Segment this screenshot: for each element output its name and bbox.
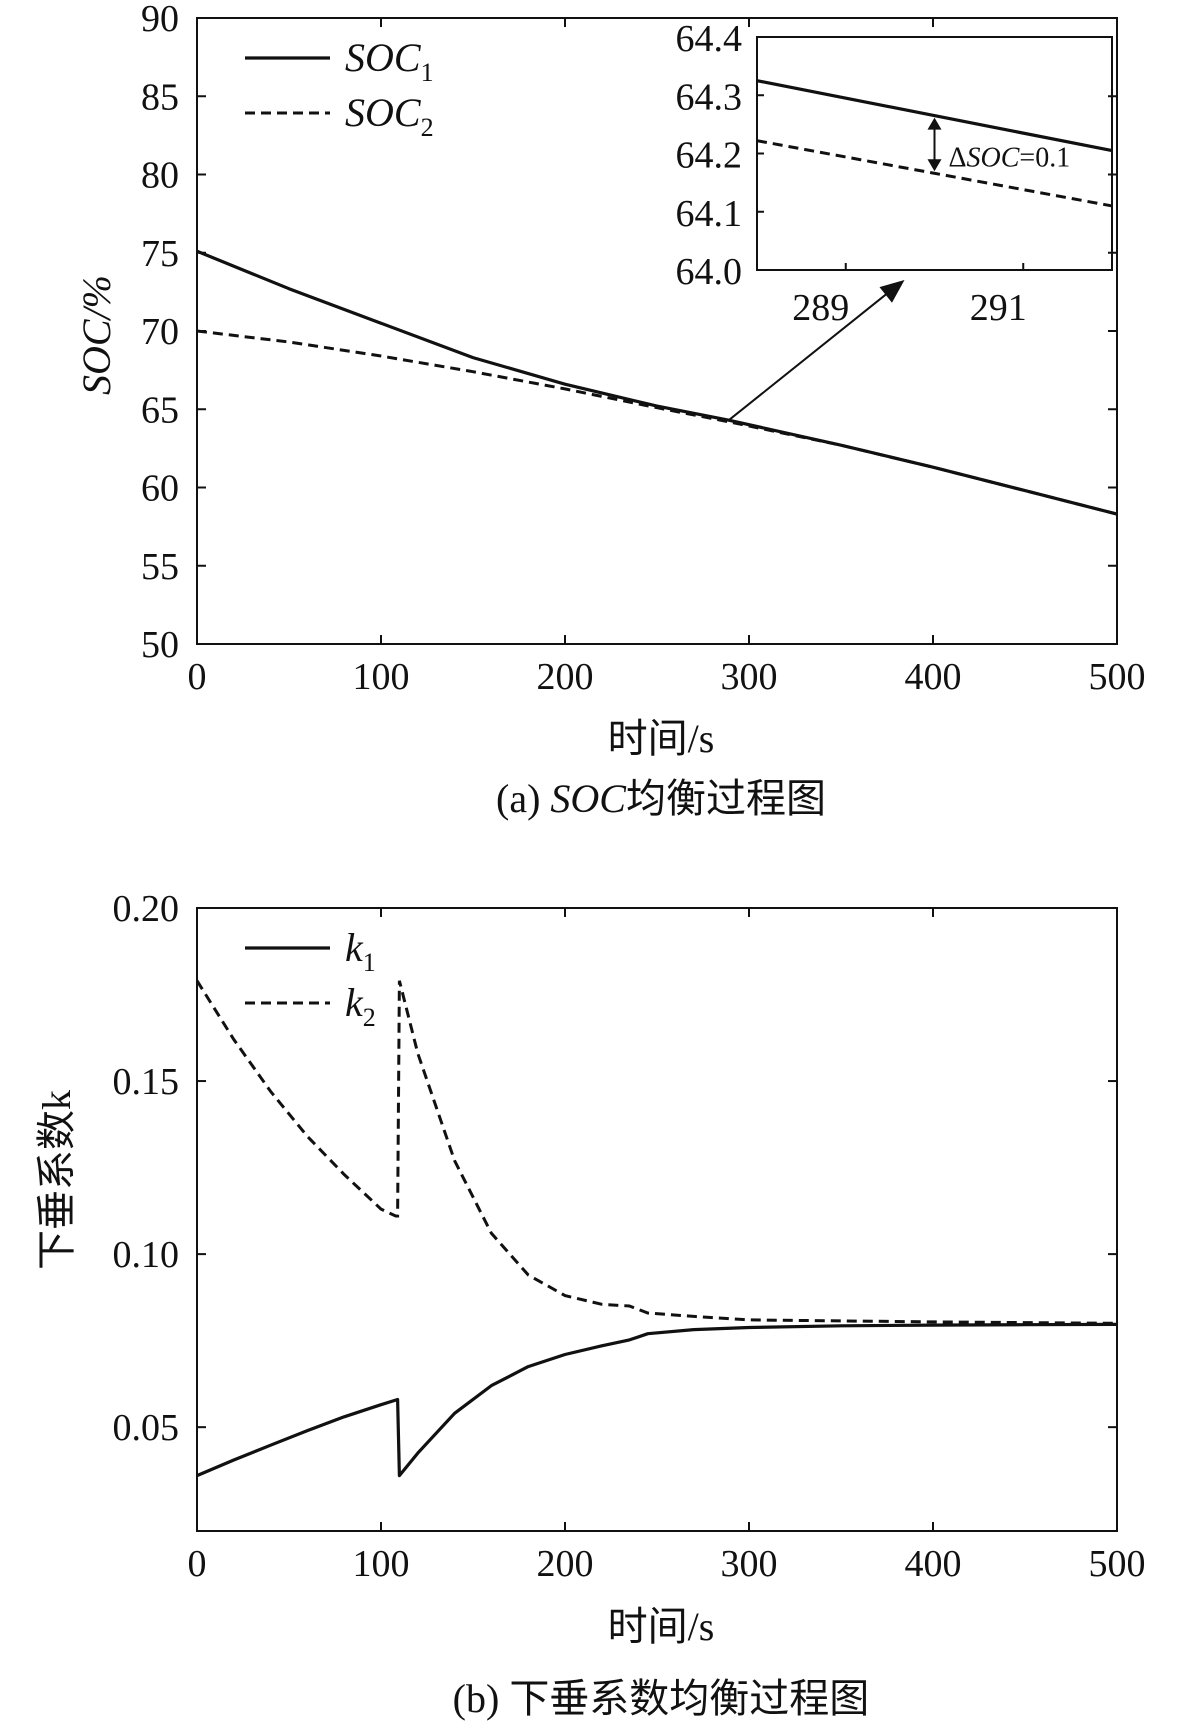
panel-b-caption: (b) 下垂系数均衡过程图 bbox=[453, 1676, 870, 1721]
panel-a-series-soc2-line bbox=[196, 329, 1118, 516]
panel-a-y-tick-label: 60 bbox=[141, 468, 179, 510]
panel-b-x-tick-label: 500 bbox=[1089, 1543, 1146, 1585]
panel-a-x-tick-label: 100 bbox=[353, 656, 410, 698]
panel-a-y-tick-label: 50 bbox=[141, 624, 179, 666]
inset-delta-arrowhead-bottom bbox=[927, 159, 942, 172]
panel-a-y-tick-label: 75 bbox=[141, 233, 179, 275]
inset-y-tick-label: 64.1 bbox=[676, 193, 743, 235]
panel-a-y-tick-label: 90 bbox=[141, 0, 179, 40]
inset-annotation-italic: SOC bbox=[967, 142, 1020, 173]
panel-a-y-axis-title: SOC/% bbox=[74, 275, 119, 395]
panel-b-legend-subscript: 2 bbox=[363, 1003, 376, 1032]
panel-b-x-tick-label: 100 bbox=[353, 1543, 410, 1585]
panel-a-legend-name: SOC bbox=[345, 35, 422, 80]
panel-a-legend-subscript: 2 bbox=[421, 113, 434, 142]
panel-b-x-tick-label: 0 bbox=[188, 1543, 207, 1585]
panel-a-series-soc1-line bbox=[196, 249, 1118, 516]
panel-b-y-tick-label: 0.15 bbox=[113, 1061, 180, 1103]
panel-b-x-tick-label: 300 bbox=[721, 1543, 778, 1585]
panel-a-caption: (a) SOC均衡过程图 bbox=[496, 776, 826, 821]
panel-b-axes-frame bbox=[196, 907, 1118, 1532]
panel-b-series-k1-line bbox=[196, 1322, 1118, 1478]
panel-a-caption-suffix: 均衡过程图 bbox=[626, 776, 826, 821]
inset-x-tick-label: 291 bbox=[970, 287, 1027, 329]
panel-a-y-tick-label: 55 bbox=[141, 546, 179, 588]
panel-a-plot-area: 0 100 200 300 400 500505560657075808590SOC1SO… bbox=[141, 0, 1146, 698]
panel-b-y-tick-label: 0.10 bbox=[113, 1234, 180, 1276]
panel-a-x-tick-label: 500 bbox=[1089, 656, 1146, 698]
panel-a-soc-chart: 0 100 200 300 400 500505560657075808590SOC1SO… bbox=[74, 0, 1146, 821]
panel-a-caption-italic: SOC bbox=[550, 776, 627, 821]
panel-b-y-tick-label: 0.05 bbox=[113, 1407, 180, 1449]
panel-b-x-tick-label: 400 bbox=[905, 1543, 962, 1585]
panel-b-legend-name: k bbox=[345, 925, 364, 970]
panel-a-legend-subscript: 1 bbox=[421, 58, 434, 87]
panel-b-x-axis-title: 时间/s bbox=[608, 1604, 715, 1649]
panel-a-x-tick-label: 200 bbox=[537, 656, 594, 698]
inset-series-1-line bbox=[756, 79, 1113, 153]
zoom-pointer-line bbox=[728, 285, 898, 421]
panel-a-y-tick-label: 70 bbox=[141, 311, 179, 353]
inset-y-tick-label: 64.3 bbox=[676, 76, 743, 118]
inset-y-tick-label: 64.2 bbox=[676, 135, 743, 177]
panel-a-y-tick-label: 65 bbox=[141, 389, 179, 431]
panel-b-legend-label-2: k2 bbox=[345, 980, 376, 1032]
inset-delta-arrowhead-top bbox=[927, 117, 942, 130]
panel-a-legend-label-2: SOC2 bbox=[345, 90, 434, 142]
inset-y-tick-label: 64.0 bbox=[676, 251, 743, 293]
inset-y-tick-label: 64.4 bbox=[676, 18, 743, 60]
panel-a-y-tick-label: 80 bbox=[141, 155, 179, 197]
panel-a-x-tick-label: 300 bbox=[721, 656, 778, 698]
panel-a-y-tick-label: 85 bbox=[141, 76, 179, 118]
inset-x-tick-label: 289 bbox=[792, 287, 849, 329]
panel-a-x-axis-title: 时间/s bbox=[608, 716, 715, 761]
panel-b-legend-label-1: k1 bbox=[345, 925, 376, 977]
panel-a-legend-name: SOC bbox=[345, 90, 422, 135]
inset-annotation-prefix: Δ bbox=[949, 142, 967, 173]
inset-delta-annotation: ΔSOC=0.1 bbox=[949, 142, 1071, 173]
panel-a-caption-prefix: (a) bbox=[496, 776, 550, 821]
panel-b-y-axis-title: 下垂系数k bbox=[34, 1090, 79, 1270]
inset-series-2-line bbox=[756, 139, 1113, 208]
zoom-pointer-arrowhead bbox=[879, 280, 905, 303]
panel-b-y-tick-label: 0.20 bbox=[113, 888, 180, 930]
panel-a-x-tick-label: 0 bbox=[188, 656, 207, 698]
panel-a-x-tick-label: 400 bbox=[905, 656, 962, 698]
panel-b-legend-name: k bbox=[345, 980, 364, 1025]
panel-b-series-k2-line bbox=[195, 979, 1118, 1325]
inset-annotation-suffix: =0.1 bbox=[1019, 142, 1070, 173]
panel-b-legend-subscript: 1 bbox=[363, 948, 376, 977]
panel-a-axes-frame bbox=[196, 17, 1118, 645]
panel-b-x-tick-label: 200 bbox=[537, 1543, 594, 1585]
panel-a-legend-label-1: SOC1 bbox=[345, 35, 434, 87]
